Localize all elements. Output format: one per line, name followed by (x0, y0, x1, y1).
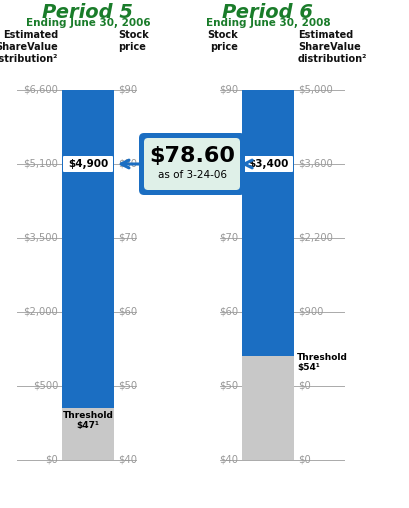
Text: $2,000: $2,000 (23, 307, 58, 317)
Bar (242, 357, 294, 460)
Text: $60: $60 (219, 307, 238, 317)
FancyBboxPatch shape (63, 156, 113, 172)
FancyBboxPatch shape (243, 156, 293, 172)
Text: Threshold
$54¹: Threshold $54¹ (297, 354, 348, 372)
Text: Period 5: Period 5 (43, 3, 133, 22)
Bar (62, 408, 114, 460)
Text: $60: $60 (118, 307, 137, 317)
Text: $78.60: $78.60 (149, 146, 235, 166)
Text: $0: $0 (298, 381, 311, 391)
Bar (242, 90, 294, 357)
Text: Threshold
$47¹: Threshold $47¹ (63, 411, 113, 430)
Bar (62, 90, 114, 408)
Text: Stock
price: Stock price (118, 30, 149, 52)
Text: Ending June 30, 2008: Ending June 30, 2008 (206, 18, 330, 28)
Text: $500: $500 (33, 381, 58, 391)
Text: $0: $0 (298, 455, 311, 465)
Text: Estimated
ShareValue
distribution²: Estimated ShareValue distribution² (298, 30, 367, 64)
Text: $50: $50 (118, 381, 137, 391)
Text: as of 3-24-06: as of 3-24-06 (157, 170, 227, 180)
Text: Estimated
ShareValue
distribution²: Estimated ShareValue distribution² (0, 30, 58, 64)
FancyBboxPatch shape (144, 138, 240, 190)
Text: Stock
price: Stock price (207, 30, 238, 52)
Text: $2,200: $2,200 (298, 233, 333, 243)
Text: $80: $80 (118, 159, 137, 169)
Text: $0: $0 (45, 455, 58, 465)
Text: Ending June 30, 2006: Ending June 30, 2006 (26, 18, 151, 28)
Text: $6,600: $6,600 (23, 85, 58, 95)
Text: $40: $40 (118, 455, 137, 465)
Text: $4,900: $4,900 (68, 159, 108, 169)
Text: $70: $70 (219, 233, 238, 243)
Text: $50: $50 (219, 381, 238, 391)
Text: $3,600: $3,600 (298, 159, 333, 169)
Text: $3,500: $3,500 (23, 233, 58, 243)
FancyBboxPatch shape (139, 133, 245, 195)
Text: $3,400: $3,400 (248, 159, 288, 169)
Text: $5,000: $5,000 (298, 85, 333, 95)
Text: $70: $70 (118, 233, 137, 243)
Text: $90: $90 (118, 85, 137, 95)
Text: $900: $900 (298, 307, 324, 317)
Text: $40: $40 (219, 455, 238, 465)
Text: $80: $80 (219, 159, 238, 169)
Text: $90: $90 (219, 85, 238, 95)
Text: $5,100: $5,100 (23, 159, 58, 169)
Text: Period 6: Period 6 (222, 3, 314, 22)
